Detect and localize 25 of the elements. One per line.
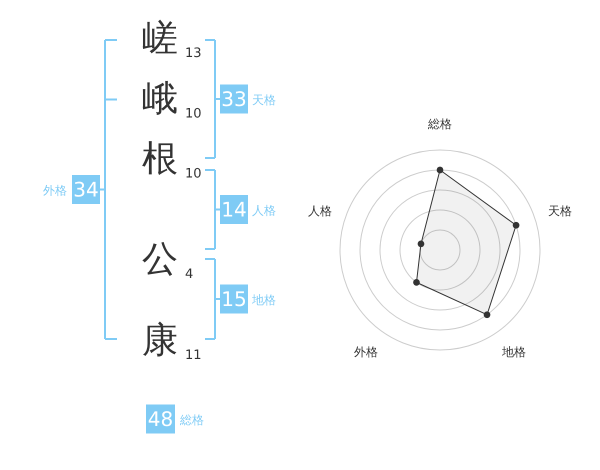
- category-label: 根: [142, 138, 178, 180]
- spoke-label: 天格: [548, 204, 572, 218]
- data-label: 10: [185, 166, 202, 182]
- category-label: 峨: [142, 78, 178, 120]
- data-label: 11: [185, 348, 202, 363]
- category-label: 公: [142, 239, 178, 280]
- spoke-label: 外格: [354, 344, 378, 359]
- text: 外格: [43, 184, 67, 198]
- spoke-label: 総格: [427, 117, 452, 131]
- text: 34: [73, 178, 99, 202]
- text: 14: [221, 198, 247, 222]
- text: 33: [221, 87, 247, 111]
- text: 48: [148, 407, 174, 431]
- text: 地格: [251, 293, 276, 307]
- data-label: 13: [185, 46, 202, 61]
- category-label: 嵯: [142, 18, 178, 59]
- category-label: 康: [142, 320, 178, 361]
- text: 人格: [252, 204, 276, 218]
- data-label: 4: [185, 267, 194, 282]
- text: 天格: [252, 93, 276, 107]
- spoke-label: 地格: [501, 344, 526, 359]
- data-label: 10: [185, 106, 202, 122]
- text: 総格: [179, 413, 204, 427]
- spoke-label: 人格: [308, 204, 332, 218]
- text: 15: [221, 287, 247, 311]
